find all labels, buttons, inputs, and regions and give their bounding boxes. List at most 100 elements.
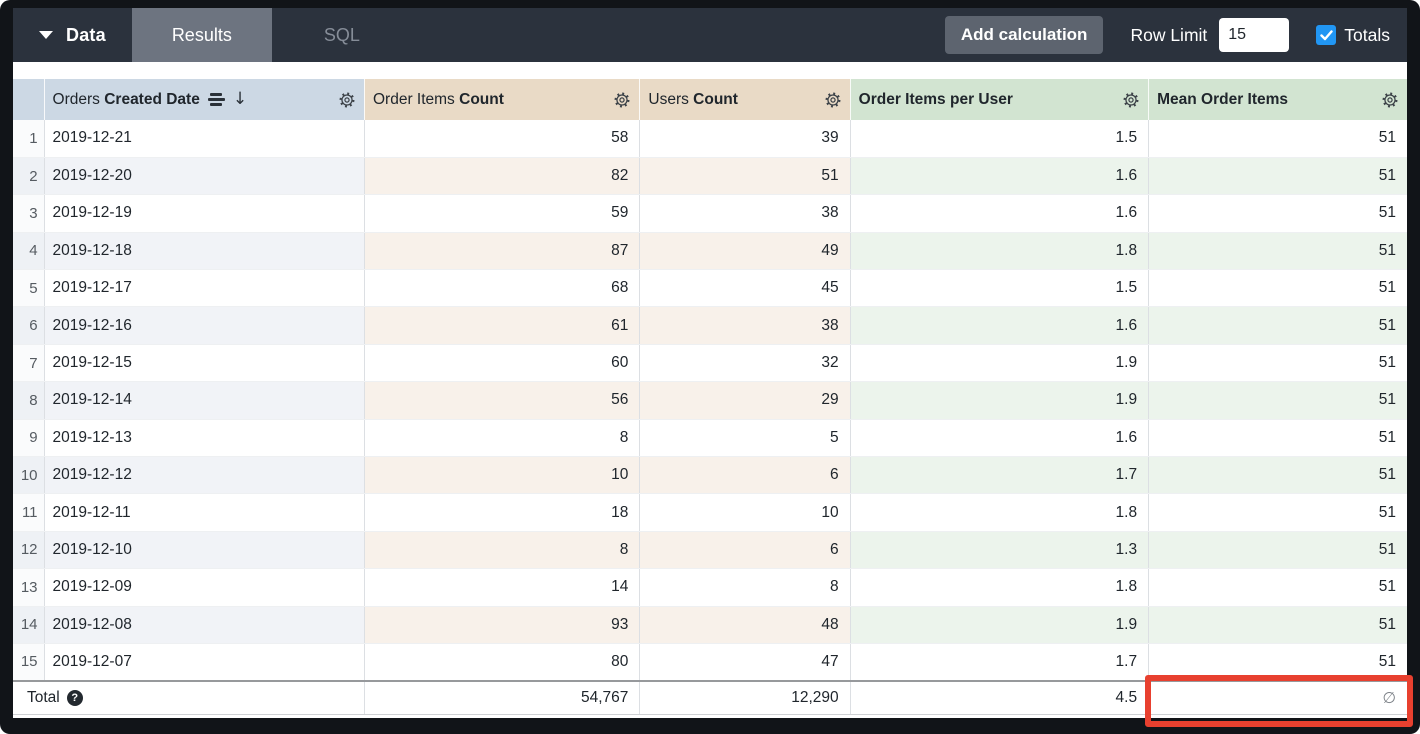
data-section-toggle[interactable]: Data — [13, 8, 132, 62]
row-number-cell[interactable]: 11 — [13, 493, 45, 532]
cell-orders-created-date[interactable]: 2019-12-14 — [44, 381, 365, 420]
cell-mean-order-items[interactable]: 51 — [1148, 456, 1407, 495]
column-header-users-count[interactable]: Users Count — [639, 79, 851, 120]
cell-order-items-count[interactable]: 68 — [364, 269, 641, 308]
cell-users-count[interactable]: 51 — [639, 157, 851, 196]
cell-mean-order-items[interactable]: 51 — [1148, 344, 1407, 383]
column-header-mean-order-items[interactable]: Mean Order Items — [1148, 79, 1407, 120]
cell-order-items-count[interactable]: 80 — [364, 643, 641, 682]
cell-users-count[interactable]: 10 — [639, 493, 851, 532]
cell-orders-created-date[interactable]: 2019-12-08 — [44, 606, 365, 644]
cell-mean-order-items[interactable]: 51 — [1148, 568, 1407, 607]
cell-users-count[interactable]: 38 — [639, 194, 851, 233]
column-header-order-items-per-user[interactable]: Order Items per User — [850, 79, 1150, 120]
cell-order-items-count[interactable]: 18 — [364, 493, 641, 532]
cell-users-count[interactable]: 47 — [639, 643, 851, 682]
cell-mean-order-items[interactable]: 51 — [1148, 531, 1407, 570]
cell-order-items-count[interactable]: 87 — [364, 232, 641, 271]
cell-order-items-count[interactable]: 82 — [364, 157, 641, 196]
cell-order-items-count[interactable]: 8 — [364, 419, 641, 458]
tab-sql[interactable]: SQL — [272, 8, 412, 62]
cell-users-count[interactable]: 38 — [639, 306, 851, 345]
row-number-cell[interactable]: 2 — [13, 157, 45, 196]
row-number-cell[interactable]: 6 — [13, 306, 45, 345]
cell-order-items-count[interactable]: 10 — [364, 456, 641, 495]
cell-mean-order-items[interactable]: 51 — [1148, 306, 1407, 345]
cell-users-count[interactable]: 39 — [639, 120, 851, 158]
gear-icon[interactable] — [1381, 91, 1399, 109]
totals-checkbox-checked-icon[interactable] — [1316, 25, 1337, 45]
row-number-cell[interactable]: 9 — [13, 419, 45, 458]
cell-orders-created-date[interactable]: 2019-12-17 — [44, 269, 365, 308]
gear-icon[interactable] — [338, 91, 356, 109]
cell-order-items-count[interactable]: 61 — [364, 306, 641, 345]
cell-users-count[interactable]: 32 — [639, 344, 851, 383]
cell-mean-order-items[interactable]: 51 — [1148, 643, 1407, 682]
cell-order-items-per-user[interactable]: 1.8 — [850, 232, 1150, 271]
column-header-orders-created-date[interactable]: Orders Created Date ↓ — [44, 79, 365, 120]
cell-order-items-count[interactable]: 60 — [364, 344, 641, 383]
cell-order-items-count[interactable]: 93 — [364, 606, 641, 644]
row-number-cell[interactable]: 4 — [13, 232, 45, 271]
cell-users-count[interactable]: 45 — [639, 269, 851, 308]
cell-orders-created-date[interactable]: 2019-12-21 — [44, 120, 365, 158]
tab-results[interactable]: Results — [131, 8, 272, 62]
cell-mean-order-items[interactable]: 51 — [1148, 232, 1407, 271]
cell-order-items-per-user[interactable]: 1.7 — [850, 643, 1150, 682]
row-number-cell[interactable]: 5 — [13, 269, 45, 308]
cell-mean-order-items[interactable]: 51 — [1148, 419, 1407, 458]
row-number-cell[interactable]: 3 — [13, 194, 45, 233]
gear-icon[interactable] — [1122, 91, 1140, 109]
cell-users-count[interactable]: 8 — [639, 568, 851, 607]
row-number-cell[interactable]: 10 — [13, 456, 45, 495]
cell-orders-created-date[interactable]: 2019-12-10 — [44, 531, 365, 570]
cell-order-items-per-user[interactable]: 1.6 — [850, 419, 1150, 458]
cell-order-items-per-user[interactable]: 1.6 — [850, 157, 1150, 196]
cell-orders-created-date[interactable]: 2019-12-19 — [44, 194, 365, 233]
cell-users-count[interactable]: 48 — [639, 606, 851, 644]
cell-order-items-per-user[interactable]: 1.7 — [850, 456, 1150, 495]
cell-mean-order-items[interactable]: 51 — [1148, 194, 1407, 233]
cell-order-items-count[interactable]: 56 — [364, 381, 641, 420]
cell-orders-created-date[interactable]: 2019-12-09 — [44, 568, 365, 607]
row-number-cell[interactable]: 14 — [13, 606, 45, 644]
add-calculation-button[interactable]: Add calculation — [944, 16, 1104, 54]
gear-icon[interactable] — [613, 91, 631, 109]
cell-order-items-per-user[interactable]: 1.8 — [850, 568, 1150, 607]
cell-order-items-per-user[interactable]: 1.6 — [850, 194, 1150, 233]
cell-order-items-per-user[interactable]: 1.9 — [850, 381, 1150, 420]
cell-mean-order-items[interactable]: 51 — [1148, 120, 1407, 158]
sort-descending-arrow-icon[interactable]: ↓ — [232, 90, 248, 109]
cell-order-items-per-user[interactable]: 1.5 — [850, 120, 1150, 158]
row-number-cell[interactable]: 12 — [13, 531, 45, 570]
row-number-cell[interactable]: 13 — [13, 568, 45, 607]
row-limit-input[interactable] — [1219, 18, 1290, 52]
cell-order-items-count[interactable]: 59 — [364, 194, 641, 233]
cell-order-items-count[interactable]: 58 — [364, 120, 641, 158]
cell-users-count[interactable]: 5 — [639, 419, 851, 458]
cell-mean-order-items[interactable]: 51 — [1148, 269, 1407, 308]
cell-mean-order-items[interactable]: 51 — [1148, 157, 1407, 196]
row-number-cell[interactable]: 7 — [13, 344, 45, 383]
cell-order-items-per-user[interactable]: 1.9 — [850, 606, 1150, 644]
row-number-cell[interactable]: 1 — [13, 120, 45, 158]
row-number-cell[interactable]: 15 — [13, 643, 45, 682]
cell-order-items-count[interactable]: 8 — [364, 531, 641, 570]
totals-toggle[interactable]: Totals — [1316, 25, 1390, 46]
row-number-cell[interactable]: 8 — [13, 381, 45, 420]
cell-orders-created-date[interactable]: 2019-12-13 — [44, 419, 365, 458]
cell-orders-created-date[interactable]: 2019-12-11 — [44, 493, 365, 532]
help-icon[interactable]: ? — [66, 690, 83, 707]
cell-users-count[interactable]: 6 — [639, 456, 851, 495]
cell-order-items-per-user[interactable]: 1.9 — [850, 344, 1150, 383]
cell-users-count[interactable]: 6 — [639, 531, 851, 570]
cell-users-count[interactable]: 49 — [639, 232, 851, 271]
cell-order-items-count[interactable]: 14 — [364, 568, 641, 607]
cell-order-items-per-user[interactable]: 1.3 — [850, 531, 1150, 570]
cell-orders-created-date[interactable]: 2019-12-16 — [44, 306, 365, 345]
cell-mean-order-items[interactable]: 51 — [1148, 381, 1407, 420]
cell-mean-order-items[interactable]: 51 — [1148, 493, 1407, 532]
cell-users-count[interactable]: 29 — [639, 381, 851, 420]
cell-mean-order-items[interactable]: 51 — [1148, 606, 1407, 644]
cell-orders-created-date[interactable]: 2019-12-12 — [44, 456, 365, 495]
